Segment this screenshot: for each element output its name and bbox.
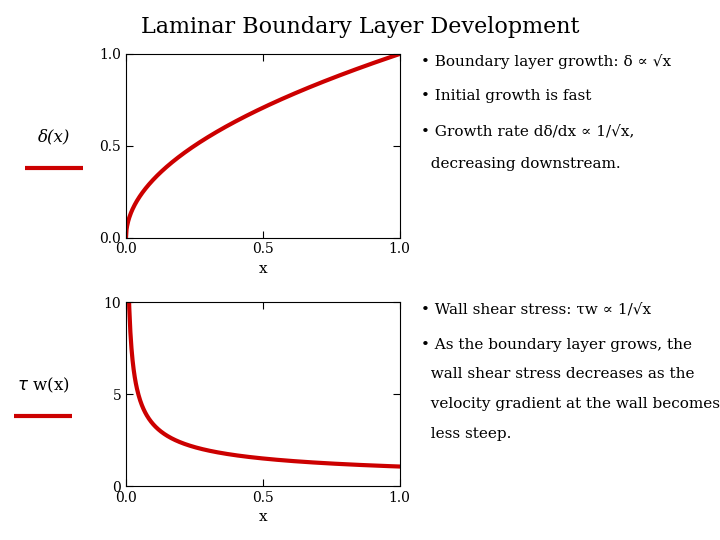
Text: • Boundary layer growth: δ ∝ √x: • Boundary layer growth: δ ∝ √x: [421, 54, 671, 69]
Text: Laminar Boundary Layer Development: Laminar Boundary Layer Development: [140, 16, 580, 38]
X-axis label: x: x: [258, 510, 267, 524]
Text: velocity gradient at the wall becomes: velocity gradient at the wall becomes: [421, 397, 720, 411]
Text: • Wall shear stress: τw ∝ 1/√x: • Wall shear stress: τw ∝ 1/√x: [421, 302, 652, 316]
Text: wall shear stress decreases as the: wall shear stress decreases as the: [421, 367, 695, 381]
Text: • Initial growth is fast: • Initial growth is fast: [421, 89, 592, 103]
Text: decreasing downstream.: decreasing downstream.: [421, 157, 621, 171]
Text: δ(x): δ(x): [38, 128, 70, 145]
Text: • As the boundary layer grows, the: • As the boundary layer grows, the: [421, 338, 692, 352]
Text: $\tau$ w(x): $\tau$ w(x): [17, 375, 69, 395]
Text: • Growth rate dδ/dx ∝ 1/√x,: • Growth rate dδ/dx ∝ 1/√x,: [421, 124, 634, 138]
X-axis label: x: x: [258, 262, 267, 276]
Text: less steep.: less steep.: [421, 427, 512, 441]
